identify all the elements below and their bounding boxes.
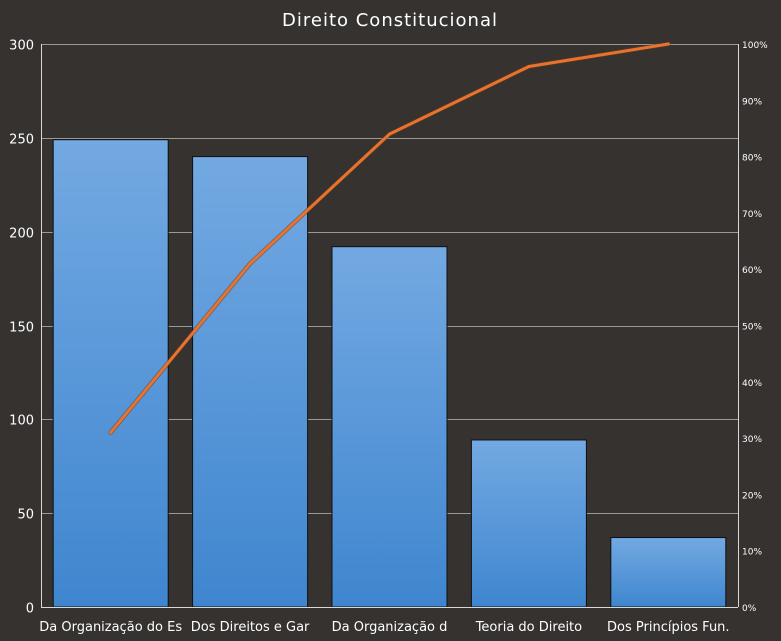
bar	[470, 439, 587, 608]
y-tick-label: 250	[9, 133, 34, 148]
bar	[331, 246, 448, 608]
y-tick-label: 50	[17, 508, 34, 523]
y2-tick-label: 80%	[742, 154, 762, 164]
line-point	[666, 42, 670, 46]
y2-tick-label: 100%	[742, 41, 768, 51]
y2-tick-label: 0%	[742, 604, 757, 614]
y2-tick-label: 50%	[742, 323, 762, 333]
y2-tick-label: 20%	[742, 491, 762, 501]
y2-tick-label: 40%	[742, 379, 762, 389]
bars	[52, 139, 727, 608]
bar	[610, 537, 727, 608]
line-point	[527, 65, 531, 69]
cumulative-line	[108, 41, 671, 435]
axes: 0 50 100 150 200 250 300 0% 10% 20% 30% 40% 50% 60% 70…	[9, 39, 768, 636]
y2-tick-label: 70%	[742, 210, 762, 220]
x-tick-label: Da Organização d	[332, 620, 448, 635]
y2-tick-label: 10%	[742, 548, 762, 558]
y-tick-label: 300	[9, 39, 34, 54]
y-tick-label: 0	[26, 602, 34, 617]
x-tick-label: Dos Princípios Fun.	[607, 620, 730, 635]
y-tick-label: 150	[9, 321, 34, 336]
line-point	[388, 132, 391, 136]
x-tick-label: Teoria do Direito	[475, 620, 582, 635]
y2-tick-label: 30%	[742, 435, 762, 445]
y-tick-label: 100	[9, 414, 34, 429]
bar	[192, 156, 309, 608]
line-point	[248, 262, 252, 266]
y2-tick-label: 90%	[742, 97, 762, 107]
line-point	[109, 430, 113, 434]
bar	[52, 139, 169, 608]
chart-title: Direito Constitucional	[282, 10, 498, 31]
y-tick-label: 200	[9, 227, 34, 242]
y2-tick-label: 60%	[742, 266, 762, 276]
x-tick-label: Dos Direitos e Gar	[191, 620, 310, 635]
x-tick-label: Da Organização do Es	[39, 620, 182, 635]
